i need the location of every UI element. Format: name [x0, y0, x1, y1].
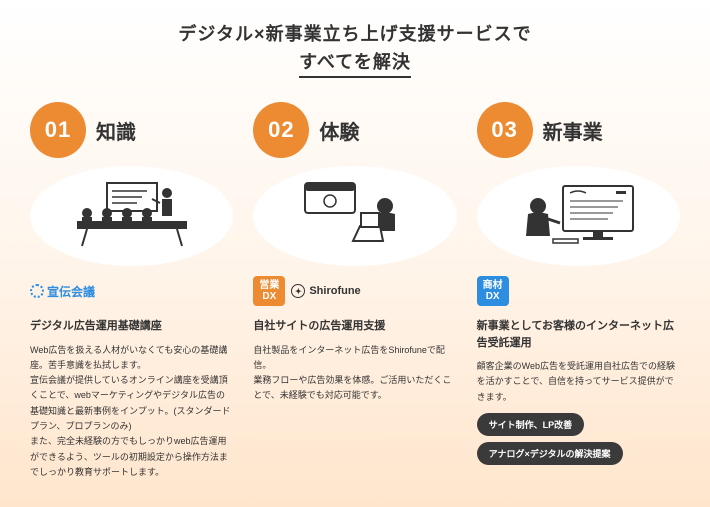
meeting-illustration-icon — [52, 171, 212, 261]
brand-row-03: 商材 DX — [477, 274, 680, 308]
pills-03: サイト制作、LP改善 アナログ×デジタルの解決提案 — [477, 413, 680, 465]
computer-person-illustration-icon — [498, 171, 658, 261]
shirofune-brand: ✦ Shirofune — [291, 284, 360, 298]
cog-icon — [30, 284, 44, 298]
col-head-01: 01 知識 — [30, 102, 233, 158]
shozai-dx-badge: 商材 DX — [477, 276, 509, 306]
senden-label: 宣伝会議 — [47, 283, 95, 300]
illust-03 — [477, 166, 680, 266]
shirofune-label: Shirofune — [309, 285, 360, 297]
num-circle-03: 03 — [477, 102, 533, 158]
brand-row-02: 営業 DX ✦ Shirofune — [253, 274, 456, 308]
sub-02: 自社サイトの広告運用支援 — [253, 318, 456, 335]
shirofune-icon: ✦ — [291, 284, 305, 298]
sub-01: デジタル広告運用基礎講座 — [30, 318, 233, 335]
col-02: 02 体験 営業 DX ✦ Shi — [253, 102, 456, 480]
col-title-02: 体験 — [319, 116, 359, 145]
header: デジタル×新事業立ち上げ支援サービスで すべてを解決 — [30, 20, 680, 78]
pill-2: アナログ×デジタルの解決提案 — [477, 442, 623, 465]
header-line2: すべてを解決 — [299, 48, 411, 78]
col-03: 03 新事業 — [477, 102, 680, 480]
body-01: Web広告を扱える人材がいなくても安心の基礎講座。苦手意識を払拭します。宣伝会議… — [30, 343, 233, 481]
brand-row-01: 宣伝会議 — [30, 274, 233, 308]
columns: 01 知識 — [30, 102, 680, 480]
col-head-02: 02 体験 — [253, 102, 456, 158]
dx-bottom-03: DX — [483, 291, 503, 302]
illust-01 — [30, 166, 233, 266]
body-03: 顧客企業のWeb広告を受託運用自社広告での経験を活かすことで、自信を持ってサービ… — [477, 359, 680, 405]
header-line1: デジタル×新事業立ち上げ支援サービスで — [30, 20, 680, 46]
num-circle-02: 02 — [253, 102, 309, 158]
col-title-03: 新事業 — [543, 116, 603, 145]
senden-brand: 宣伝会議 — [30, 283, 95, 300]
laptop-person-illustration-icon — [275, 171, 435, 261]
col-title-01: 知識 — [96, 116, 136, 145]
col-head-03: 03 新事業 — [477, 102, 680, 158]
dx-bottom-02: DX — [259, 291, 279, 302]
num-circle-01: 01 — [30, 102, 86, 158]
sub-03: 新事業としてお客様のインターネット広告受託運用 — [477, 318, 680, 351]
dx-top-03: 商材 — [483, 280, 503, 291]
eigyo-dx-badge: 営業 DX — [253, 276, 285, 306]
body-02: 自社製品をインターネット広告をShirofuneで配信。業務フローや広告効果を体… — [253, 343, 456, 404]
dx-top-02: 営業 — [259, 280, 279, 291]
illust-02 — [253, 166, 456, 266]
pill-1: サイト制作、LP改善 — [477, 413, 585, 436]
col-01: 01 知識 — [30, 102, 233, 480]
